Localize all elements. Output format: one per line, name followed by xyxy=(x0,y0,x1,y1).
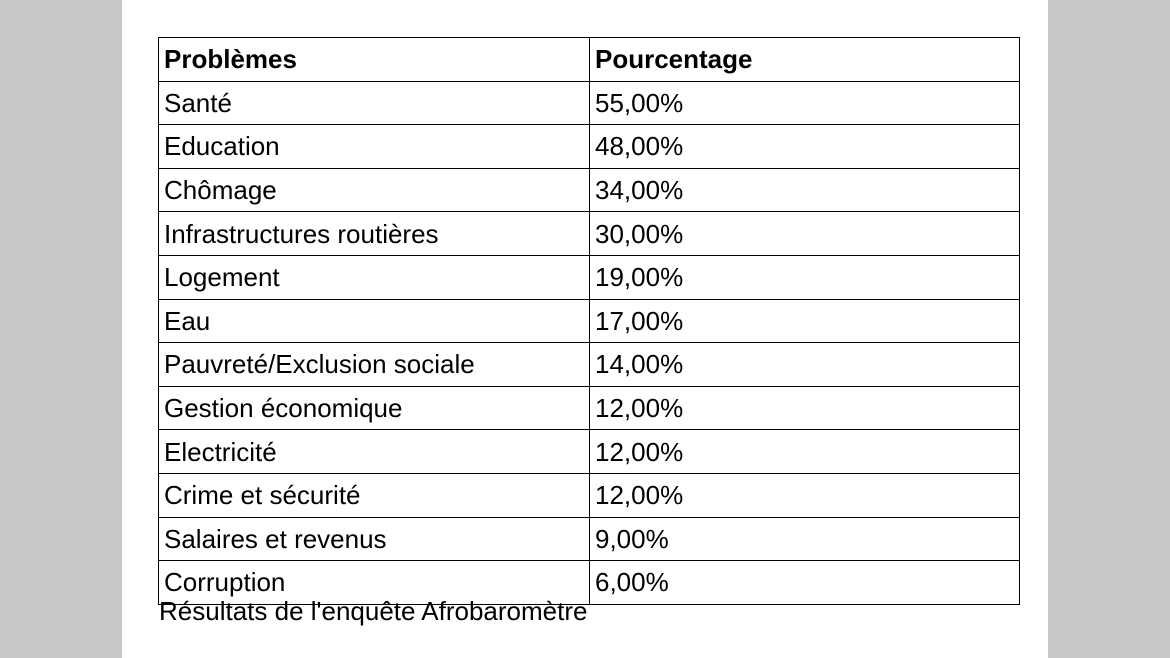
header-percentage: Pourcentage xyxy=(589,37,1020,82)
problem-cell: Pauvreté/Exclusion sociale xyxy=(158,342,590,387)
percentage-cell: 48,00% xyxy=(589,124,1020,169)
percentage-cell: 12,00% xyxy=(589,472,1020,518)
problem-cell: Infrastructures routières xyxy=(158,211,590,256)
header-problems: Problèmes xyxy=(158,37,590,82)
percentage-cell: 55,00% xyxy=(589,80,1020,126)
table-row: Electricité 12,00% xyxy=(158,429,1020,474)
table-row: Chômage 34,00% xyxy=(158,167,1020,213)
table-row: Gestion économique 12,00% xyxy=(158,385,1020,431)
table-row: Salaires et revenus 9,00% xyxy=(158,516,1020,562)
problem-cell: Salaires et revenus xyxy=(158,516,590,562)
percentage-cell: 30,00% xyxy=(589,211,1020,256)
problem-cell: Santé xyxy=(158,80,590,126)
table-row: Santé 55,00% xyxy=(158,80,1020,126)
percentage-cell: 19,00% xyxy=(589,254,1020,300)
percentage-cell: 34,00% xyxy=(589,167,1020,213)
problem-cell: Electricité xyxy=(158,429,590,474)
table-row: Education 48,00% xyxy=(158,124,1020,169)
document-page: Problèmes Pourcentage Santé 55,00% Educa… xyxy=(122,0,1048,658)
problems-table: Problèmes Pourcentage Santé 55,00% Educa… xyxy=(158,37,1020,605)
percentage-cell: 12,00% xyxy=(589,429,1020,474)
percentage-cell: 12,00% xyxy=(589,385,1020,431)
table-row: Corruption 6,00% xyxy=(158,560,1020,605)
percentage-cell: 9,00% xyxy=(589,516,1020,562)
problem-cell: Gestion économique xyxy=(158,385,590,431)
table-row: Pauvreté/Exclusion sociale 14,00% xyxy=(158,342,1020,387)
problem-cell: Crime et sécurité xyxy=(158,472,590,518)
table-header-row: Problèmes Pourcentage xyxy=(158,37,1020,82)
problem-cell: Logement xyxy=(158,254,590,300)
percentage-cell: 17,00% xyxy=(589,298,1020,344)
percentage-cell: 14,00% xyxy=(589,342,1020,387)
problem-cell: Eau xyxy=(158,298,590,344)
table-row: Eau 17,00% xyxy=(158,298,1020,344)
percentage-cell: 6,00% xyxy=(589,560,1020,605)
table-caption: Résultats de l'enquête Afrobaromètre xyxy=(159,596,588,626)
table-row: Crime et sécurité 12,00% xyxy=(158,472,1020,518)
table-row: Infrastructures routières 30,00% xyxy=(158,211,1020,256)
problem-cell: Corruption xyxy=(158,560,590,605)
table-row: Logement 19,00% xyxy=(158,254,1020,300)
problem-cell: Education xyxy=(158,124,590,169)
problem-cell: Chômage xyxy=(158,167,590,213)
